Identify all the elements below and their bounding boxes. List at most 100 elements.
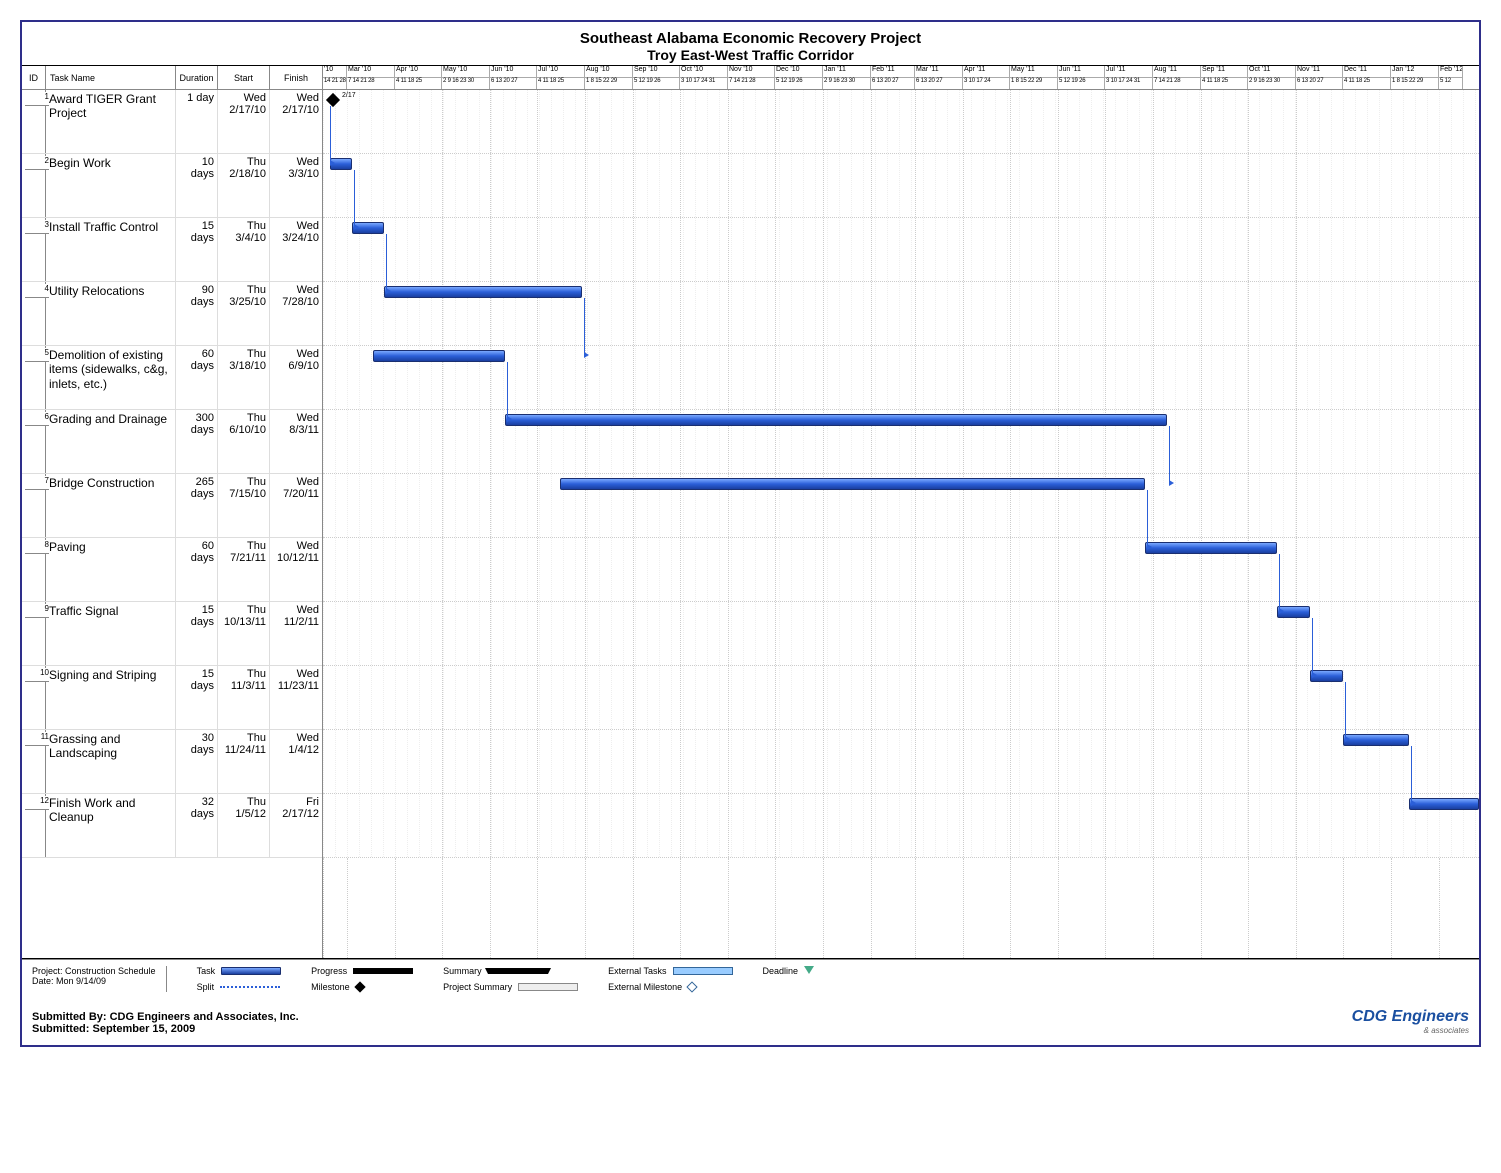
task-swatch <box>221 967 281 975</box>
split-swatch <box>220 986 280 988</box>
table-row: 7 Bridge Construction 265 days Thu 7/15/… <box>22 474 322 538</box>
table-row: 1 Award TIGER Grant Project 1 day Wed 2/… <box>22 90 322 154</box>
month-days: 7 14 21 28 <box>1153 78 1200 89</box>
hdr-finish: Finish <box>270 66 322 89</box>
month-label: Sep '11 <box>1201 66 1247 78</box>
month-days: 1 8 15 22 29 <box>585 78 632 89</box>
table-row: 10 Signing and Striping 15 days Thu 11/3… <box>22 666 322 730</box>
month-days: 3 10 17 24 31 <box>1105 78 1152 89</box>
month-label: May '10 <box>442 66 489 78</box>
dependency-arrow-icon <box>1312 672 1317 678</box>
gantt-row <box>323 282 1479 346</box>
dependency-link <box>584 298 585 354</box>
dependency-link <box>1279 554 1280 610</box>
table-row: 11 Grassing and Landscaping 30 days Thu … <box>22 730 322 794</box>
month-cell: '1014 21 28 <box>323 66 347 89</box>
task-duration: 15 days <box>176 218 218 281</box>
dependency-arrow-icon <box>1345 736 1350 742</box>
main-grid: ID Task Name Duration Start Finish 1 Awa… <box>22 65 1479 959</box>
logo-sub: & associates <box>1352 1026 1469 1035</box>
task-start: Thu 6/10/10 <box>218 410 270 473</box>
task-start: Thu 3/25/10 <box>218 282 270 345</box>
month-days: 3 10 17 24 31 <box>680 78 727 89</box>
month-days: 6 13 20 27 <box>1296 78 1342 89</box>
month-label: Jul '11 <box>1105 66 1152 78</box>
task-start: Thu 1/5/12 <box>218 794 270 857</box>
month-cell: Nov '116 13 20 27 <box>1296 66 1343 89</box>
gantt-bar <box>1343 734 1409 746</box>
task-start: Thu 7/15/10 <box>218 474 270 537</box>
table-row: 12 Finish Work and Cleanup 32 days Thu 1… <box>22 794 322 858</box>
dependency-arrow-icon <box>1411 800 1416 806</box>
month-days: 6 13 20 27 <box>490 78 536 89</box>
month-cell: Mar '107 14 21 28 <box>347 66 395 89</box>
task-finish: Wed 8/3/11 <box>270 410 322 473</box>
month-days: 2 9 16 23 30 <box>823 78 870 89</box>
dependency-link <box>1312 618 1313 674</box>
project-date: Date: Mon 9/14/09 <box>32 976 156 986</box>
month-days: 7 14 21 28 <box>347 78 394 89</box>
month-cell: May '102 9 16 23 30 <box>442 66 490 89</box>
month-cell: Nov '107 14 21 28 <box>728 66 775 89</box>
table-row: 5 Demolition of existing items (sidewalk… <box>22 346 322 410</box>
month-cell: Jun '106 13 20 27 <box>490 66 537 89</box>
month-cell: Jan '112 9 16 23 30 <box>823 66 871 89</box>
legend: Project: Construction Schedule Date: Mon… <box>22 959 1479 998</box>
gantt-body: 2/17 <box>323 90 1479 958</box>
task-duration: 15 days <box>176 666 218 729</box>
external-task-swatch <box>673 967 733 975</box>
dependency-link <box>507 362 508 418</box>
leg-extms-label: External Milestone <box>608 982 682 992</box>
gantt-spacer <box>323 858 1479 958</box>
task-duration: 10 days <box>176 154 218 217</box>
month-cell: Sep '105 12 19 26 <box>633 66 680 89</box>
month-label: Sep '10 <box>633 66 679 78</box>
month-days: 5 12 <box>1439 78 1462 89</box>
month-cell: Oct '103 10 17 24 31 <box>680 66 728 89</box>
task-start: Thu 11/24/11 <box>218 730 270 793</box>
gantt-bar <box>505 414 1167 426</box>
month-cell: Jun '115 12 19 26 <box>1058 66 1105 89</box>
task-name: Install Traffic Control <box>46 218 176 281</box>
project-summary-swatch <box>518 983 578 991</box>
project-name: Project: Construction Schedule <box>32 966 156 976</box>
task-finish: Wed 3/24/10 <box>270 218 322 281</box>
deadline-swatch <box>804 966 814 976</box>
month-days: 5 12 19 26 <box>775 78 822 89</box>
task-duration: 300 days <box>176 410 218 473</box>
month-cell: Dec '105 12 19 26 <box>775 66 823 89</box>
month-label: Jan '12 <box>1391 66 1438 78</box>
task-duration: 90 days <box>176 282 218 345</box>
dependency-link <box>330 106 331 162</box>
month-cell: Jan '121 8 15 22 29 <box>1391 66 1439 89</box>
task-duration: 30 days <box>176 730 218 793</box>
leg-sum-label: Summary <box>443 966 482 976</box>
task-duration: 60 days <box>176 538 218 601</box>
task-duration: 15 days <box>176 602 218 665</box>
gantt-page: Southeast Alabama Economic Recovery Proj… <box>20 20 1481 1047</box>
task-finish: Wed 2/17/10 <box>270 90 322 153</box>
month-label: May '11 <box>1010 66 1057 78</box>
month-label: Apr '11 <box>963 66 1009 78</box>
task-table: ID Task Name Duration Start Finish 1 Awa… <box>22 66 323 958</box>
gantt-row <box>323 666 1479 730</box>
task-name: Finish Work and Cleanup <box>46 794 176 857</box>
month-days: 1 8 15 22 29 <box>1391 78 1438 89</box>
month-cell: Feb '116 13 20 27 <box>871 66 915 89</box>
month-days: 5 12 19 26 <box>1058 78 1104 89</box>
month-days: 6 13 20 27 <box>871 78 914 89</box>
gantt-row <box>323 154 1479 218</box>
task-name: Grassing and Landscaping <box>46 730 176 793</box>
month-cell: Mar '116 13 20 27 <box>915 66 963 89</box>
month-days: 4 11 18 25 <box>1201 78 1247 89</box>
gantt-bar <box>1145 542 1277 554</box>
month-days: 7 14 21 28 <box>728 78 774 89</box>
task-name: Paving <box>46 538 176 601</box>
task-start: Thu 11/3/11 <box>218 666 270 729</box>
task-finish: Wed 6/9/10 <box>270 346 322 409</box>
milestone-swatch <box>354 981 365 992</box>
hdr-start: Start <box>218 66 270 89</box>
task-finish: Wed 3/3/10 <box>270 154 322 217</box>
task-name: Grading and Drainage <box>46 410 176 473</box>
footer-line-2: Submitted: September 15, 2009 <box>32 1023 299 1035</box>
